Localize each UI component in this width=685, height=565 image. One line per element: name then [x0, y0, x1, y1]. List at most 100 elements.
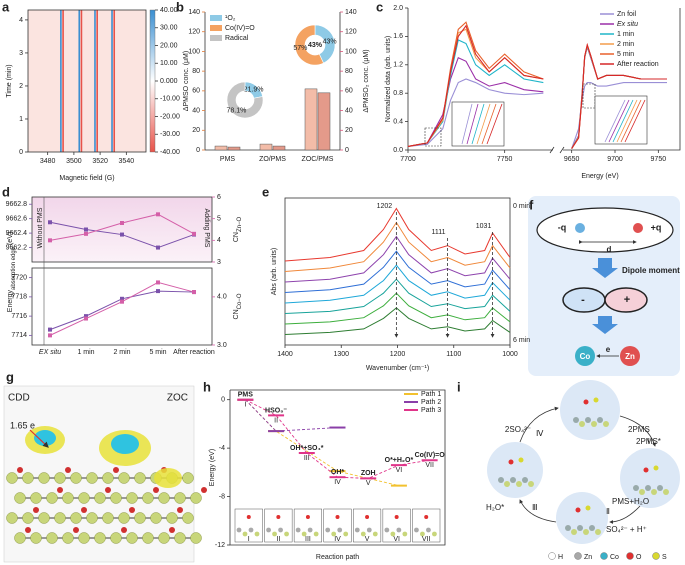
zn-atom	[102, 472, 114, 484]
material-label: ZOC	[167, 393, 188, 404]
zn-atom	[46, 492, 58, 504]
atom	[577, 525, 583, 531]
y2-label-main: CN	[233, 232, 240, 242]
zn-atom	[54, 512, 66, 524]
y-tick-label: 4.0	[217, 294, 227, 301]
y-tick-label: 40	[192, 107, 200, 114]
state-numeral: II	[274, 417, 278, 424]
zoom-box	[424, 127, 442, 147]
state-circle	[560, 380, 620, 440]
inset-line	[481, 103, 497, 145]
zn-atom	[86, 472, 98, 484]
inset-line	[612, 99, 634, 143]
legend-atom	[626, 552, 634, 560]
y-tick-label: 2	[19, 83, 23, 90]
atom	[573, 417, 579, 423]
y-tick-label: 80	[192, 68, 200, 75]
y-tick-label: 9662.4	[6, 230, 28, 237]
atom	[565, 525, 571, 531]
x-tick-label: 1200	[390, 351, 406, 358]
cycle-arrow	[609, 505, 641, 524]
down-arrow	[592, 316, 618, 334]
atom	[414, 527, 419, 533]
top-bg	[32, 197, 212, 262]
zn-atom	[166, 512, 178, 524]
y-tick-label: 7718	[11, 294, 27, 301]
y2-label: CNCo−O	[233, 293, 243, 319]
frame	[31, 196, 213, 263]
zn-atom	[182, 472, 194, 484]
state-thumb	[264, 508, 293, 543]
y-tick-label: 10.00	[160, 60, 178, 67]
atom	[331, 531, 337, 537]
y-tick-label: -40.00	[160, 149, 180, 156]
state-circle	[487, 442, 543, 498]
legend-swatch	[210, 35, 222, 41]
atom	[522, 477, 528, 483]
bar	[227, 146, 241, 151]
zn-atom	[78, 492, 90, 504]
marker	[48, 220, 52, 225]
marker	[156, 245, 160, 250]
species-label: H₂O*	[486, 503, 504, 512]
marker	[84, 227, 88, 232]
state-label: Co(IV)=O	[415, 452, 446, 459]
atom	[335, 515, 340, 519]
zn-atom	[38, 472, 50, 484]
atom	[366, 527, 372, 533]
o-atom	[57, 487, 63, 493]
y-tick-label: 1.6	[393, 33, 403, 40]
o-atom	[177, 507, 183, 513]
bar	[317, 92, 331, 151]
zn-atom	[54, 472, 66, 484]
legend-label: 2 min	[617, 41, 634, 48]
step-label: Ⅲ	[532, 503, 538, 512]
x-tick-label: 5 min	[149, 349, 166, 356]
zn-atom	[174, 532, 186, 544]
y-tick-label: -10.00	[160, 96, 180, 103]
legend-atom	[652, 552, 660, 560]
atom	[653, 465, 659, 471]
y-tick-label: 80	[345, 68, 353, 75]
epr-stripe	[78, 10, 81, 152]
frame	[284, 197, 511, 346]
legend-swatch	[210, 25, 222, 31]
atom	[424, 515, 429, 519]
pie-label: 78.1%	[226, 107, 246, 114]
x-tick-label: ZO/PMS	[259, 156, 286, 163]
species-label: 2SO₄²⁻	[505, 425, 531, 434]
legend-atom	[574, 552, 582, 560]
o-atom	[201, 487, 207, 493]
zn-atom	[134, 512, 146, 524]
y-tick-label: 20	[192, 127, 200, 134]
zn-atom	[70, 472, 82, 484]
dipole-ellipse	[536, 207, 674, 253]
marker	[192, 290, 196, 295]
thumb-label: II	[276, 536, 280, 543]
y-tick-label: 100	[345, 48, 357, 55]
atom	[595, 529, 601, 535]
x-tick-label: 3520	[92, 158, 108, 165]
marker	[84, 316, 88, 321]
marker	[48, 333, 52, 338]
atom	[313, 531, 319, 537]
atom-label: Zn	[625, 352, 635, 361]
dipole-title: Dipole moment	[622, 266, 680, 275]
pie-center-label: 43%	[308, 42, 323, 49]
y-tick-label: -4	[219, 445, 225, 452]
atom	[402, 531, 408, 537]
y-tick-label: 0.000	[160, 78, 178, 85]
peak-label: 1202	[377, 203, 393, 210]
atom	[663, 489, 669, 495]
o-atom	[129, 507, 135, 513]
peak-label: 1111	[432, 229, 446, 236]
axis-break	[549, 146, 565, 154]
y-tick-label: 0.8	[393, 90, 403, 97]
marker	[120, 221, 124, 225]
y-tick-label: 30.00	[160, 25, 178, 32]
zn-atom	[110, 492, 122, 504]
frame	[27, 9, 147, 153]
y2-label-sub: Co−O	[237, 293, 243, 309]
spectrum	[284, 207, 511, 262]
zn-atom	[158, 532, 170, 544]
